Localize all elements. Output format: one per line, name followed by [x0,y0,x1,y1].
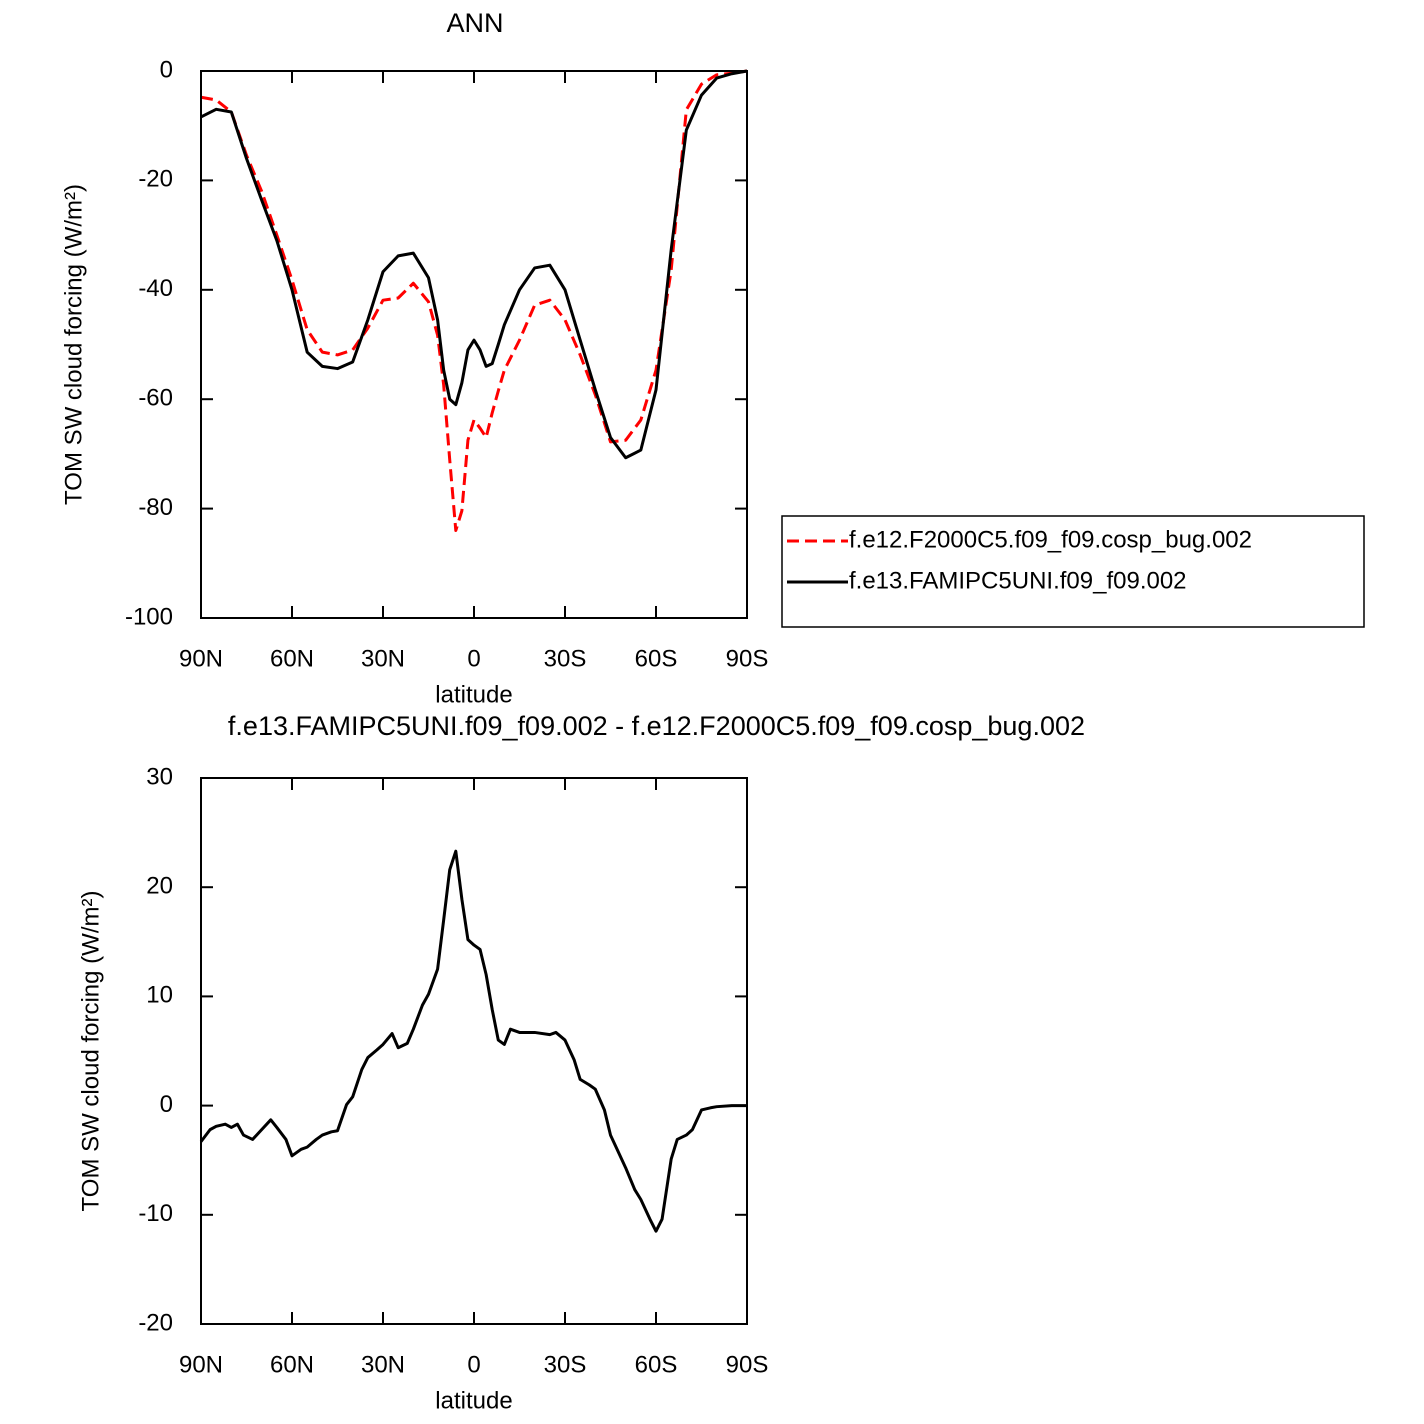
x-tick-label: 30S [544,1351,587,1378]
series-line [200,69,748,460]
y-tick-label: -10 [138,1200,173,1227]
x-axis-label: latitude [435,681,512,708]
legend-label: f.e13.FAMIPC5UNI.f09_f09.002 [849,567,1187,594]
x-tick-label: 30N [361,1351,405,1378]
x-tick-label: 90N [179,645,223,672]
x-tick-label: 0 [467,1351,480,1378]
x-tick-label: 60N [270,645,314,672]
legend-box [781,515,1365,628]
y-axis-label: TOM SW cloud forcing (W/m²) [60,184,87,505]
chart-title: ANN [446,8,503,38]
x-tick-label: 60N [270,1351,314,1378]
x-tick-label: 60S [635,1351,678,1378]
y-tick-label: -20 [138,1309,173,1336]
y-tick-label: -40 [138,275,173,302]
x-tick-label: 90S [726,645,769,672]
x-tick-label: 90N [179,1351,223,1378]
x-axis-label: latitude [435,1387,512,1414]
series-line [199,849,747,1233]
y-tick-label: 30 [146,763,173,790]
y-tick-label: 0 [160,1091,173,1118]
y-tick-label: -60 [138,385,173,412]
plot-frame [200,70,748,619]
x-tick-label: 30S [544,645,587,672]
x-tick-label: 60S [635,645,678,672]
x-tick-label: 90S [726,1351,769,1378]
x-tick-label: 30N [361,645,405,672]
y-tick-label: -20 [138,166,173,193]
legend-label: f.e12.F2000C5.f09_f09.cosp_bug.002 [849,526,1252,553]
y-tick-label: -100 [125,603,173,630]
series-line [200,69,748,532]
y-tick-label: 0 [160,56,173,83]
chart-title: f.e13.FAMIPC5UNI.f09_f09.002 - f.e12.F20… [228,711,1085,741]
plot-frame [200,777,748,1325]
x-tick-label: 0 [467,645,480,672]
y-axis-label: TOM SW cloud forcing (W/m²) [77,891,104,1212]
y-tick-label: 10 [146,982,173,1009]
y-tick-label: -80 [138,494,173,521]
y-tick-label: 20 [146,873,173,900]
